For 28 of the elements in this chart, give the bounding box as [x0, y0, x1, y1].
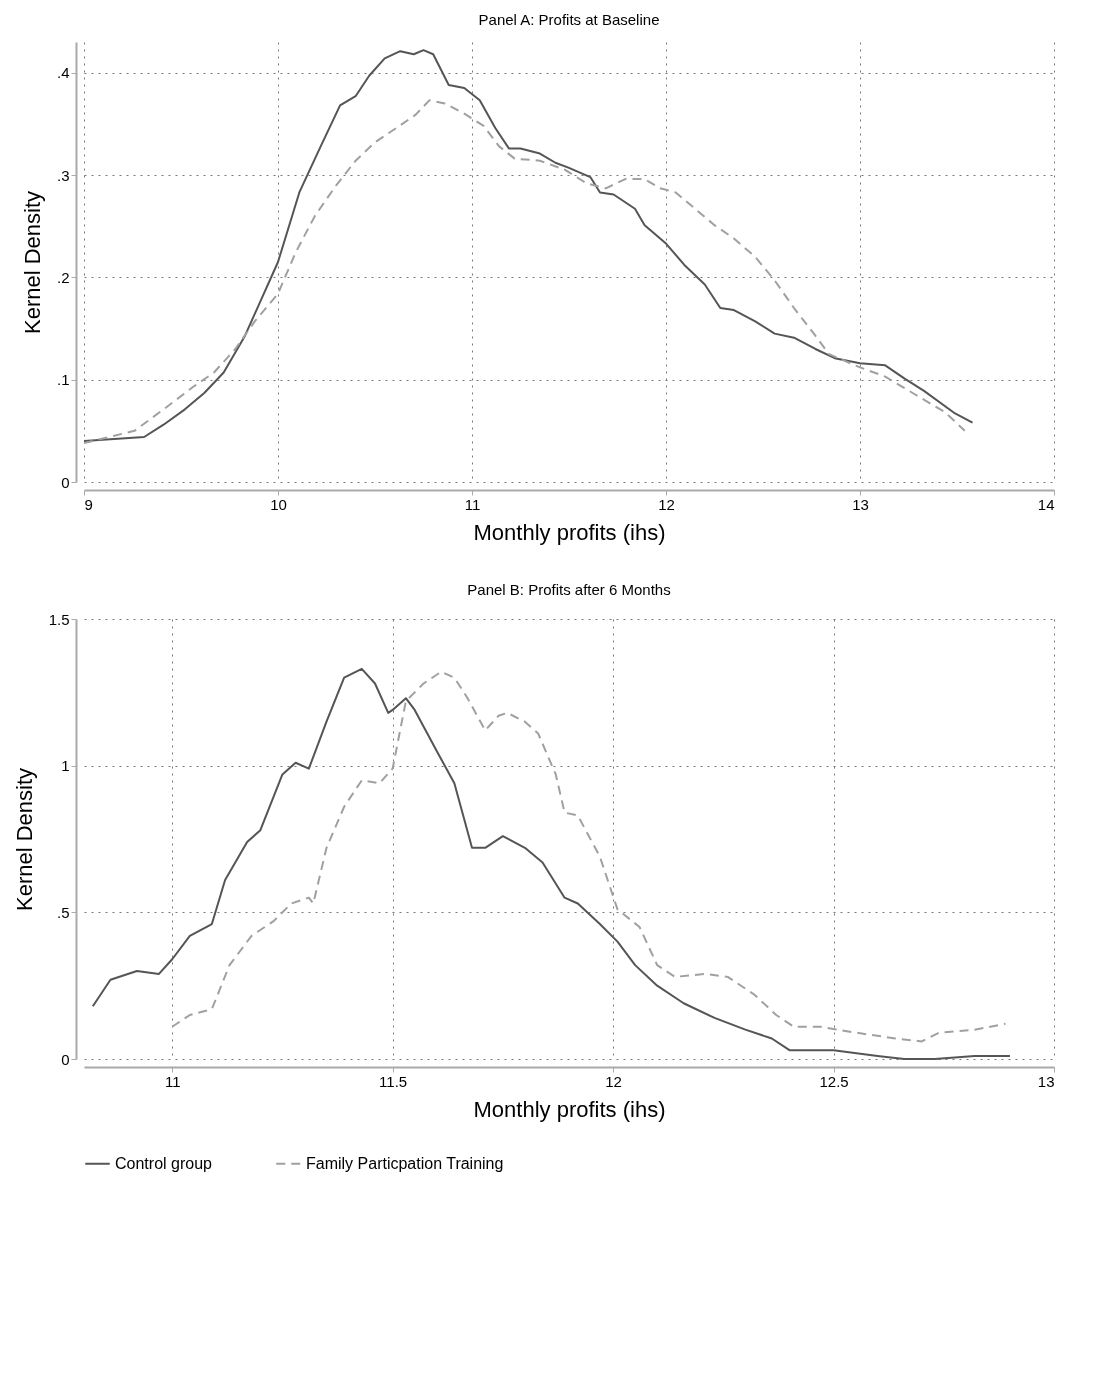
x-axis-title: Monthly profits (ihs)	[473, 1096, 666, 1122]
y-tick-label: 0	[61, 1050, 70, 1068]
y-tick-label: .2	[56, 268, 70, 286]
y-tick-label: .4	[56, 64, 70, 82]
x-tick-label: 11	[164, 1072, 181, 1090]
x-tick-label: 12	[658, 495, 675, 513]
x-tick-label: 11	[464, 495, 481, 513]
y-tick-label: .1	[56, 371, 70, 389]
chart-title: Panel A: Profits at Baseline	[478, 11, 660, 28]
y-tick-label: 1.5	[48, 610, 70, 628]
x-tick-label: 10	[270, 495, 287, 513]
x-tick-label: 9	[84, 495, 93, 513]
x-tick-label: 12	[605, 1072, 622, 1090]
y-tick-label: .5	[56, 903, 70, 921]
y-tick-label: .3	[56, 166, 70, 184]
x-tick-label: 11.5	[379, 1072, 408, 1090]
y-axis-title: Kernel Density	[11, 767, 37, 912]
y-tick-label: 1	[61, 757, 70, 775]
x-tick-label: 13	[1037, 1072, 1055, 1090]
legend-label: Control group	[115, 1154, 213, 1172]
x-tick-label: 14	[1037, 495, 1055, 513]
x-axis-title: Monthly profits (ihs)	[473, 519, 666, 545]
x-tick-label: 12.5	[819, 1072, 849, 1090]
chart-title: Panel B: Profits after 6 Months	[467, 581, 671, 598]
y-tick-label: 0	[61, 473, 70, 491]
legend-label: Family Particpation Training	[306, 1154, 504, 1172]
x-tick-label: 13	[852, 495, 869, 513]
y-axis-title: Kernel Density	[19, 190, 45, 335]
